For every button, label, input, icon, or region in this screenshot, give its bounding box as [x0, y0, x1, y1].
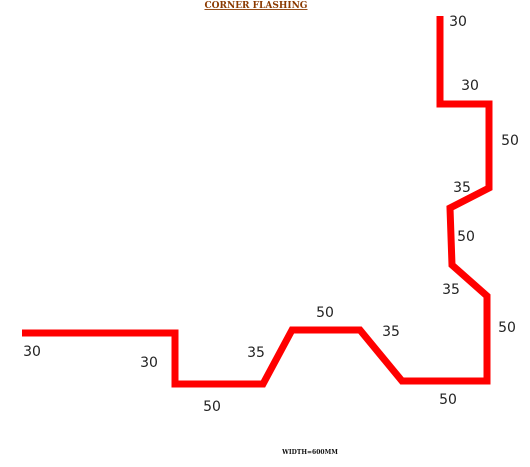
dimension-label: 35: [382, 324, 400, 340]
dimension-label: 35: [442, 282, 460, 298]
flashing-profile: [22, 16, 493, 388]
dimension-label: 50: [316, 305, 334, 321]
dimension-label: 50: [457, 229, 475, 245]
dimension-label: 30: [140, 355, 158, 371]
dimension-label: 30: [461, 78, 479, 94]
dimension-label: 35: [247, 345, 265, 361]
dimension-label: 30: [23, 344, 41, 360]
footer: WIDTH=600MM: [281, 449, 338, 456]
dimension-label: 50: [501, 133, 519, 149]
dimension-label: 35: [453, 180, 471, 196]
title: CORNER FLASHING: [204, 1, 307, 11]
dimension-labels: 30 30 50 35 50 35 50 50 35 50 35 50 30 30: [23, 14, 519, 415]
dimension-label: 50: [439, 392, 457, 408]
dimension-label: 50: [203, 399, 221, 415]
dimension-label: 30: [449, 14, 467, 30]
dimension-label: 50: [498, 320, 516, 336]
